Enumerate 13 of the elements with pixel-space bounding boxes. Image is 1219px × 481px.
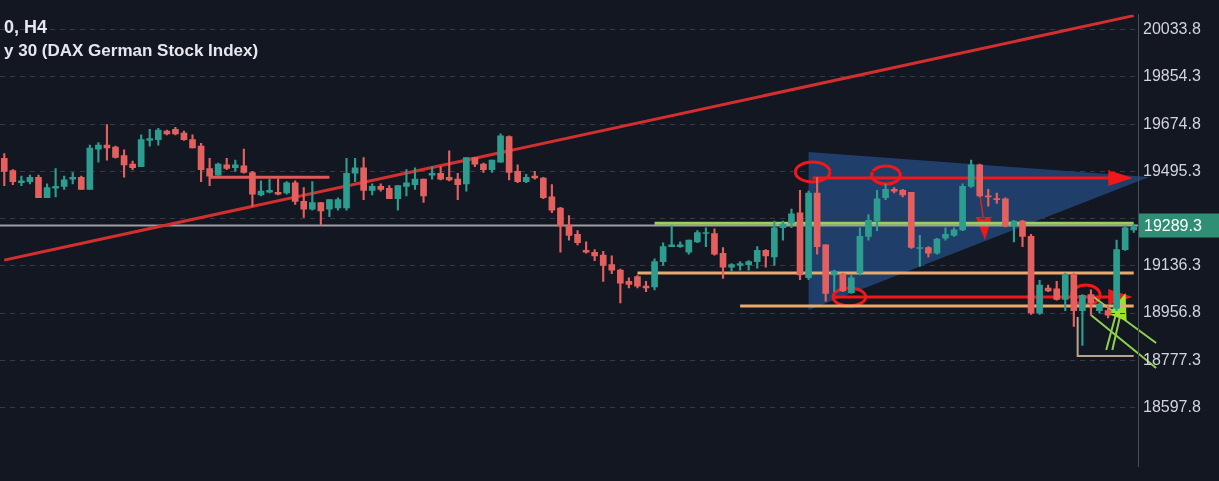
y-tick-label: 18956.8 — [1143, 303, 1201, 321]
chart-title: 0, H4 — [4, 17, 48, 37]
y-tick-label: 19674.8 — [1143, 114, 1201, 132]
text: y 30 (DAX German Stock Index) — [4, 41, 259, 60]
y-tick-label: 18597.8 — [1143, 397, 1201, 415]
ref-line-label: 19289.3 — [1144, 216, 1202, 234]
y-tick-label: 20033.8 — [1143, 20, 1201, 38]
y-tick-label: 19136.3 — [1143, 256, 1201, 274]
y-tick-label: 19854.3 — [1143, 67, 1201, 85]
y-tick-label: 19495.3 — [1143, 161, 1201, 179]
y-tick-label: 18777.3 — [1143, 350, 1201, 368]
candlestick — [403, 169, 410, 197]
candlestick — [266, 178, 273, 194]
